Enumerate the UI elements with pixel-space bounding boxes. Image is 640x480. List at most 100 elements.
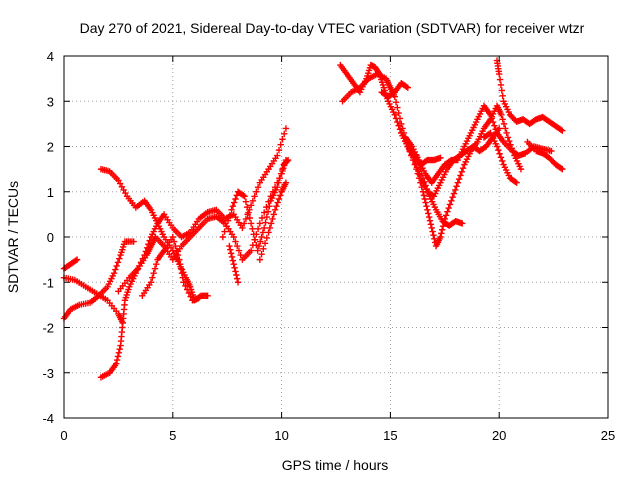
data-point bbox=[459, 220, 466, 227]
data-point bbox=[438, 226, 446, 233]
data-point bbox=[548, 147, 555, 155]
data-point bbox=[427, 221, 435, 228]
data-point bbox=[557, 126, 565, 133]
data-point bbox=[116, 346, 123, 353]
data-point bbox=[275, 146, 283, 154]
data-point bbox=[282, 179, 290, 186]
data-point bbox=[234, 275, 241, 282]
data-point bbox=[414, 156, 422, 164]
data-point bbox=[489, 118, 497, 126]
data-point bbox=[274, 152, 281, 159]
data-point bbox=[459, 165, 467, 172]
data-point bbox=[421, 195, 428, 203]
data-point bbox=[245, 209, 252, 216]
data-point bbox=[170, 238, 178, 245]
data-point bbox=[446, 201, 454, 208]
data-point bbox=[260, 209, 268, 216]
data-point bbox=[267, 220, 275, 227]
data-point bbox=[498, 87, 506, 94]
data-point bbox=[391, 111, 398, 119]
data-point bbox=[419, 188, 427, 195]
data-point bbox=[227, 246, 234, 253]
data-point bbox=[262, 219, 269, 226]
data-point bbox=[419, 174, 427, 182]
data-point bbox=[499, 157, 506, 165]
data-point bbox=[275, 195, 283, 203]
data-point bbox=[437, 154, 444, 162]
data-point bbox=[177, 265, 185, 272]
data-point bbox=[172, 242, 179, 250]
series-track-d bbox=[97, 125, 290, 381]
series-track-i bbox=[226, 242, 242, 286]
data-point bbox=[180, 279, 187, 286]
data-point bbox=[241, 193, 248, 200]
data-point bbox=[113, 262, 120, 270]
data-point bbox=[404, 84, 412, 91]
data-point bbox=[422, 182, 429, 189]
data-point bbox=[235, 247, 243, 254]
data-point bbox=[114, 259, 122, 266]
data-point bbox=[232, 238, 239, 245]
series-track-j bbox=[256, 179, 290, 263]
y-tick-label: 2 bbox=[47, 140, 54, 155]
data-point bbox=[150, 270, 157, 277]
data-point bbox=[239, 224, 246, 232]
y-axis-label: SDTVAR / TECUs bbox=[5, 181, 21, 293]
series-track-a bbox=[60, 238, 137, 322]
data-point bbox=[499, 116, 506, 123]
data-point bbox=[256, 256, 264, 263]
data-point bbox=[246, 214, 254, 222]
data-point bbox=[233, 271, 240, 279]
y-tick-label: -3 bbox=[42, 366, 54, 381]
data-point bbox=[437, 233, 444, 241]
data-point bbox=[259, 229, 267, 236]
data-point bbox=[258, 233, 265, 241]
data-point bbox=[396, 115, 404, 122]
data-point bbox=[247, 202, 255, 209]
data-point bbox=[506, 137, 513, 145]
series-track-g bbox=[139, 233, 203, 304]
x-tick-label: 15 bbox=[383, 428, 397, 443]
data-point bbox=[282, 125, 290, 132]
y-tick-label: 0 bbox=[47, 230, 54, 245]
data-point bbox=[417, 165, 424, 173]
data-point bbox=[130, 238, 137, 245]
data-point bbox=[394, 118, 401, 126]
x-tick-label: 0 bbox=[60, 428, 67, 443]
data-point bbox=[423, 203, 430, 210]
data-point bbox=[284, 157, 291, 165]
data-point bbox=[271, 206, 279, 214]
series-track-r bbox=[480, 129, 520, 186]
data-point bbox=[149, 274, 156, 281]
data-point bbox=[487, 111, 494, 119]
data-point bbox=[258, 250, 265, 258]
data-point bbox=[258, 214, 266, 222]
data-point bbox=[221, 228, 228, 235]
data-point bbox=[234, 279, 242, 286]
data-point bbox=[438, 230, 445, 237]
data-point bbox=[392, 98, 400, 106]
data-point bbox=[234, 242, 241, 250]
data-point bbox=[232, 268, 239, 275]
data-point bbox=[176, 256, 183, 263]
data-point bbox=[277, 170, 285, 177]
data-point bbox=[263, 234, 271, 242]
data-point bbox=[497, 81, 505, 89]
data-point bbox=[229, 257, 237, 264]
data-point bbox=[178, 270, 186, 277]
data-point bbox=[247, 247, 255, 254]
data-point bbox=[496, 76, 504, 83]
plot-frame bbox=[63, 55, 609, 419]
data-point bbox=[242, 198, 250, 205]
data-point bbox=[226, 212, 234, 219]
data-point bbox=[187, 293, 194, 300]
data-point bbox=[183, 286, 191, 293]
data-point bbox=[185, 289, 193, 297]
data-point bbox=[454, 179, 462, 186]
data-point bbox=[72, 257, 79, 264]
data-point bbox=[255, 242, 263, 250]
data-point bbox=[428, 224, 435, 232]
data-point bbox=[263, 203, 270, 211]
data-point bbox=[398, 120, 405, 128]
